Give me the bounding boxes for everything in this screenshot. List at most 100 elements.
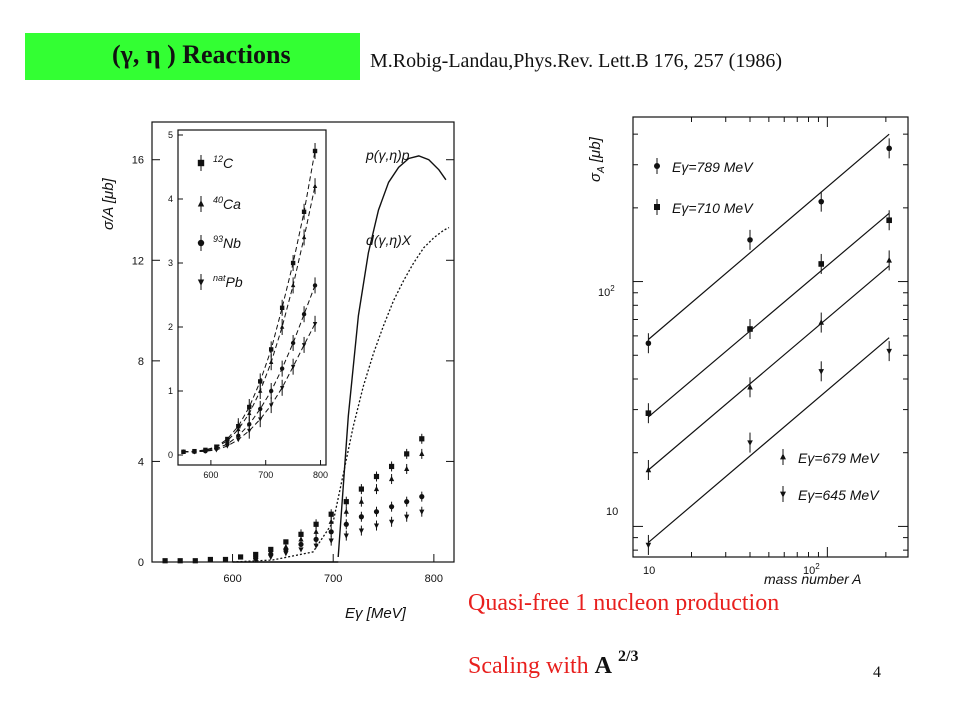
right-point <box>747 383 753 390</box>
data-point-12c <box>419 436 425 442</box>
inset-point-12c <box>301 209 307 214</box>
inset-point-natpb <box>290 364 296 370</box>
data-point-natpb <box>419 509 425 515</box>
inset-point-natpb <box>247 428 252 434</box>
inset-point-40ca <box>290 282 296 288</box>
data-point-93nb <box>419 494 425 500</box>
inset-point-natpb <box>203 449 208 454</box>
right-points <box>645 138 892 555</box>
xtick-label: 800 <box>425 573 443 585</box>
xtick-label: 600 <box>223 573 241 585</box>
fit-line <box>648 337 890 543</box>
data-point-12c <box>222 556 229 563</box>
data-point-40ca <box>343 508 349 514</box>
right-ylabel: σA [μb] <box>587 136 607 182</box>
right-frame <box>632 116 909 558</box>
data-point-natpb <box>283 551 289 557</box>
ytick-label: 4 <box>138 456 144 468</box>
ytick-label: 0 <box>138 557 144 569</box>
legend-natpb: natPb <box>213 273 243 290</box>
ytick-label: 12 <box>132 255 144 267</box>
right-legend-marker <box>654 163 660 169</box>
data-point-12c <box>237 554 244 560</box>
legend-93nb: 93Nb <box>213 234 241 251</box>
right-legend-645: Eγ=645 MeV <box>798 487 880 503</box>
inset-point-12c <box>268 347 274 352</box>
data-point-40ca <box>328 518 334 524</box>
right-point <box>645 340 652 347</box>
inset-point-natpb <box>312 322 318 327</box>
right-point <box>818 198 825 205</box>
inset-point-12c <box>312 148 318 154</box>
right-point <box>747 440 753 446</box>
inset-ytick-label: 3 <box>168 258 173 268</box>
inset-points <box>181 143 318 455</box>
right-legend-679: Eγ=679 MeV <box>798 450 880 466</box>
legend-40ca: 40Ca <box>213 195 241 212</box>
inset-point-40ca <box>236 426 241 432</box>
inset-ytick-label: 1 <box>168 386 173 396</box>
data-point-12c <box>162 558 168 564</box>
inset-point-12c <box>290 260 296 266</box>
note-scaling-exponent: 2/3 <box>618 648 639 665</box>
note-scaling-A: A <box>594 653 612 679</box>
right-point <box>886 348 892 355</box>
right-xlabel: mass number A <box>764 571 862 587</box>
right-point <box>886 145 892 152</box>
xtick-label: 700 <box>324 573 342 585</box>
left-main-ylabel: σ/A [μb] <box>100 177 117 230</box>
data-point-12c <box>404 451 410 457</box>
right-point <box>645 542 652 549</box>
title-highlight-box <box>25 33 360 80</box>
inset-point-natpb <box>181 450 186 455</box>
data-point-natpb <box>268 554 274 561</box>
curve-label-d: d(γ,η)X <box>366 232 412 248</box>
data-point-natpb <box>404 514 410 520</box>
right-point <box>645 410 652 416</box>
citation: M.Robig-Landau,Phys.Rev. Lett.B 176, 257… <box>370 50 783 72</box>
slide-title: (γ, η ) Reactions <box>112 40 291 69</box>
data-point-40ca <box>313 528 319 534</box>
data-point-93nb <box>358 514 364 520</box>
data-point-12c <box>207 556 213 563</box>
data-point-12c <box>313 521 319 527</box>
inset-xtick-label: 600 <box>203 470 218 480</box>
legend-marker-12c <box>197 159 205 167</box>
data-point-12c <box>373 473 380 480</box>
data-point-natpb <box>328 538 334 544</box>
legend-marker-40ca <box>197 200 205 207</box>
right-plot: Eγ=789 MeV Eγ=710 MeV Eγ=679 MeV Eγ=645 … <box>587 116 909 587</box>
right-point <box>747 326 753 332</box>
data-point-93nb <box>313 536 319 542</box>
inset-xtick-label: 800 <box>313 470 328 480</box>
inset-point-93nb <box>236 433 241 438</box>
inset-frame <box>177 129 327 466</box>
data-point-12c <box>192 558 198 564</box>
inset-ticks: 0 1 2 3 4 5 600 700 800 <box>168 130 328 480</box>
right-xtick-10: 10 <box>643 565 655 577</box>
inset-point-40ca <box>279 324 285 329</box>
right-point <box>818 319 825 325</box>
right-legend-marker <box>654 204 660 210</box>
inset-point-93nb <box>279 366 285 371</box>
right-point <box>747 237 753 243</box>
data-point-93nb <box>328 529 334 535</box>
right-legend <box>654 158 786 502</box>
inset-xtick-label: 700 <box>258 470 273 480</box>
data-point-natpb <box>313 543 319 549</box>
inset-point-40ca <box>268 359 274 364</box>
inset-ytick-label: 0 <box>168 450 173 460</box>
inset-point-natpb <box>214 448 219 453</box>
right-legend-marker <box>780 453 786 460</box>
legend-marker-93nb <box>197 239 205 247</box>
inset-ytick-label: 4 <box>168 194 173 204</box>
right-point <box>645 466 652 473</box>
data-point-93nb <box>283 546 289 553</box>
inset-point-93nb <box>301 312 307 317</box>
inset-point-93nb <box>312 283 318 288</box>
inset-point-natpb <box>258 417 263 422</box>
data-point-40ca <box>388 475 395 482</box>
inset-point-natpb <box>192 450 197 455</box>
left-main-xlabel: Eγ [MeV] <box>345 605 407 622</box>
